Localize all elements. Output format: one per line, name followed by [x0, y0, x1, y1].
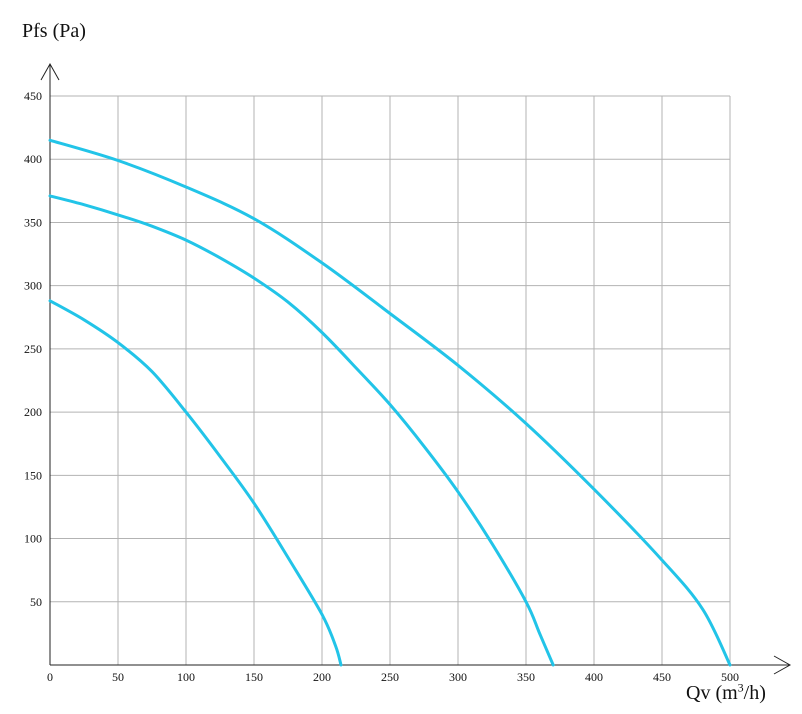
y-tick-label: 50 [30, 595, 42, 609]
x-tick-label: 300 [449, 670, 467, 684]
x-tick-label: 500 [721, 670, 739, 684]
y-tick-label: 100 [24, 532, 42, 546]
y-tick-label: 400 [24, 152, 42, 166]
x-tick-label: 200 [313, 670, 331, 684]
x-tick-label: 0 [47, 670, 53, 684]
y-axis-arrow [40, 62, 60, 81]
x-axis-arrow [773, 655, 792, 675]
fan-curve-2 [48, 194, 555, 667]
y-tick-label: 250 [24, 342, 42, 356]
fan-curve-1 [48, 299, 343, 667]
x-axis-label-tail: /h) [743, 682, 766, 704]
x-tick-label: 400 [585, 670, 603, 684]
grid-layer [50, 95, 731, 665]
x-tick-label: 150 [245, 670, 263, 684]
series-layer [48, 138, 732, 667]
x-tick-label: 350 [517, 670, 535, 684]
y-tick-label: 200 [24, 405, 42, 419]
fan-curve-3 [48, 138, 732, 667]
x-tick-label: 100 [177, 670, 195, 684]
y-axis-label: Pfs (Pa) [22, 20, 86, 42]
y-tick-label: 350 [24, 215, 42, 229]
x-axis-label-superscript: 3 [737, 680, 744, 695]
x-tick-label: 50 [112, 670, 124, 684]
x-tick-label: 450 [653, 670, 671, 684]
y-tick-label: 300 [24, 279, 42, 293]
y-tick-label: 150 [24, 468, 42, 482]
x-axis-label-main: Qv (m [686, 682, 738, 704]
axis-layer [40, 62, 792, 675]
y-tick-label: 450 [24, 89, 42, 103]
x-axis-label: Qv (m3/h) [686, 680, 766, 705]
tick-labels: 0 50 100 150 200 250 300 350 400 450 500 50 100 150 20… [24, 89, 739, 684]
x-tick-label: 250 [381, 670, 399, 684]
